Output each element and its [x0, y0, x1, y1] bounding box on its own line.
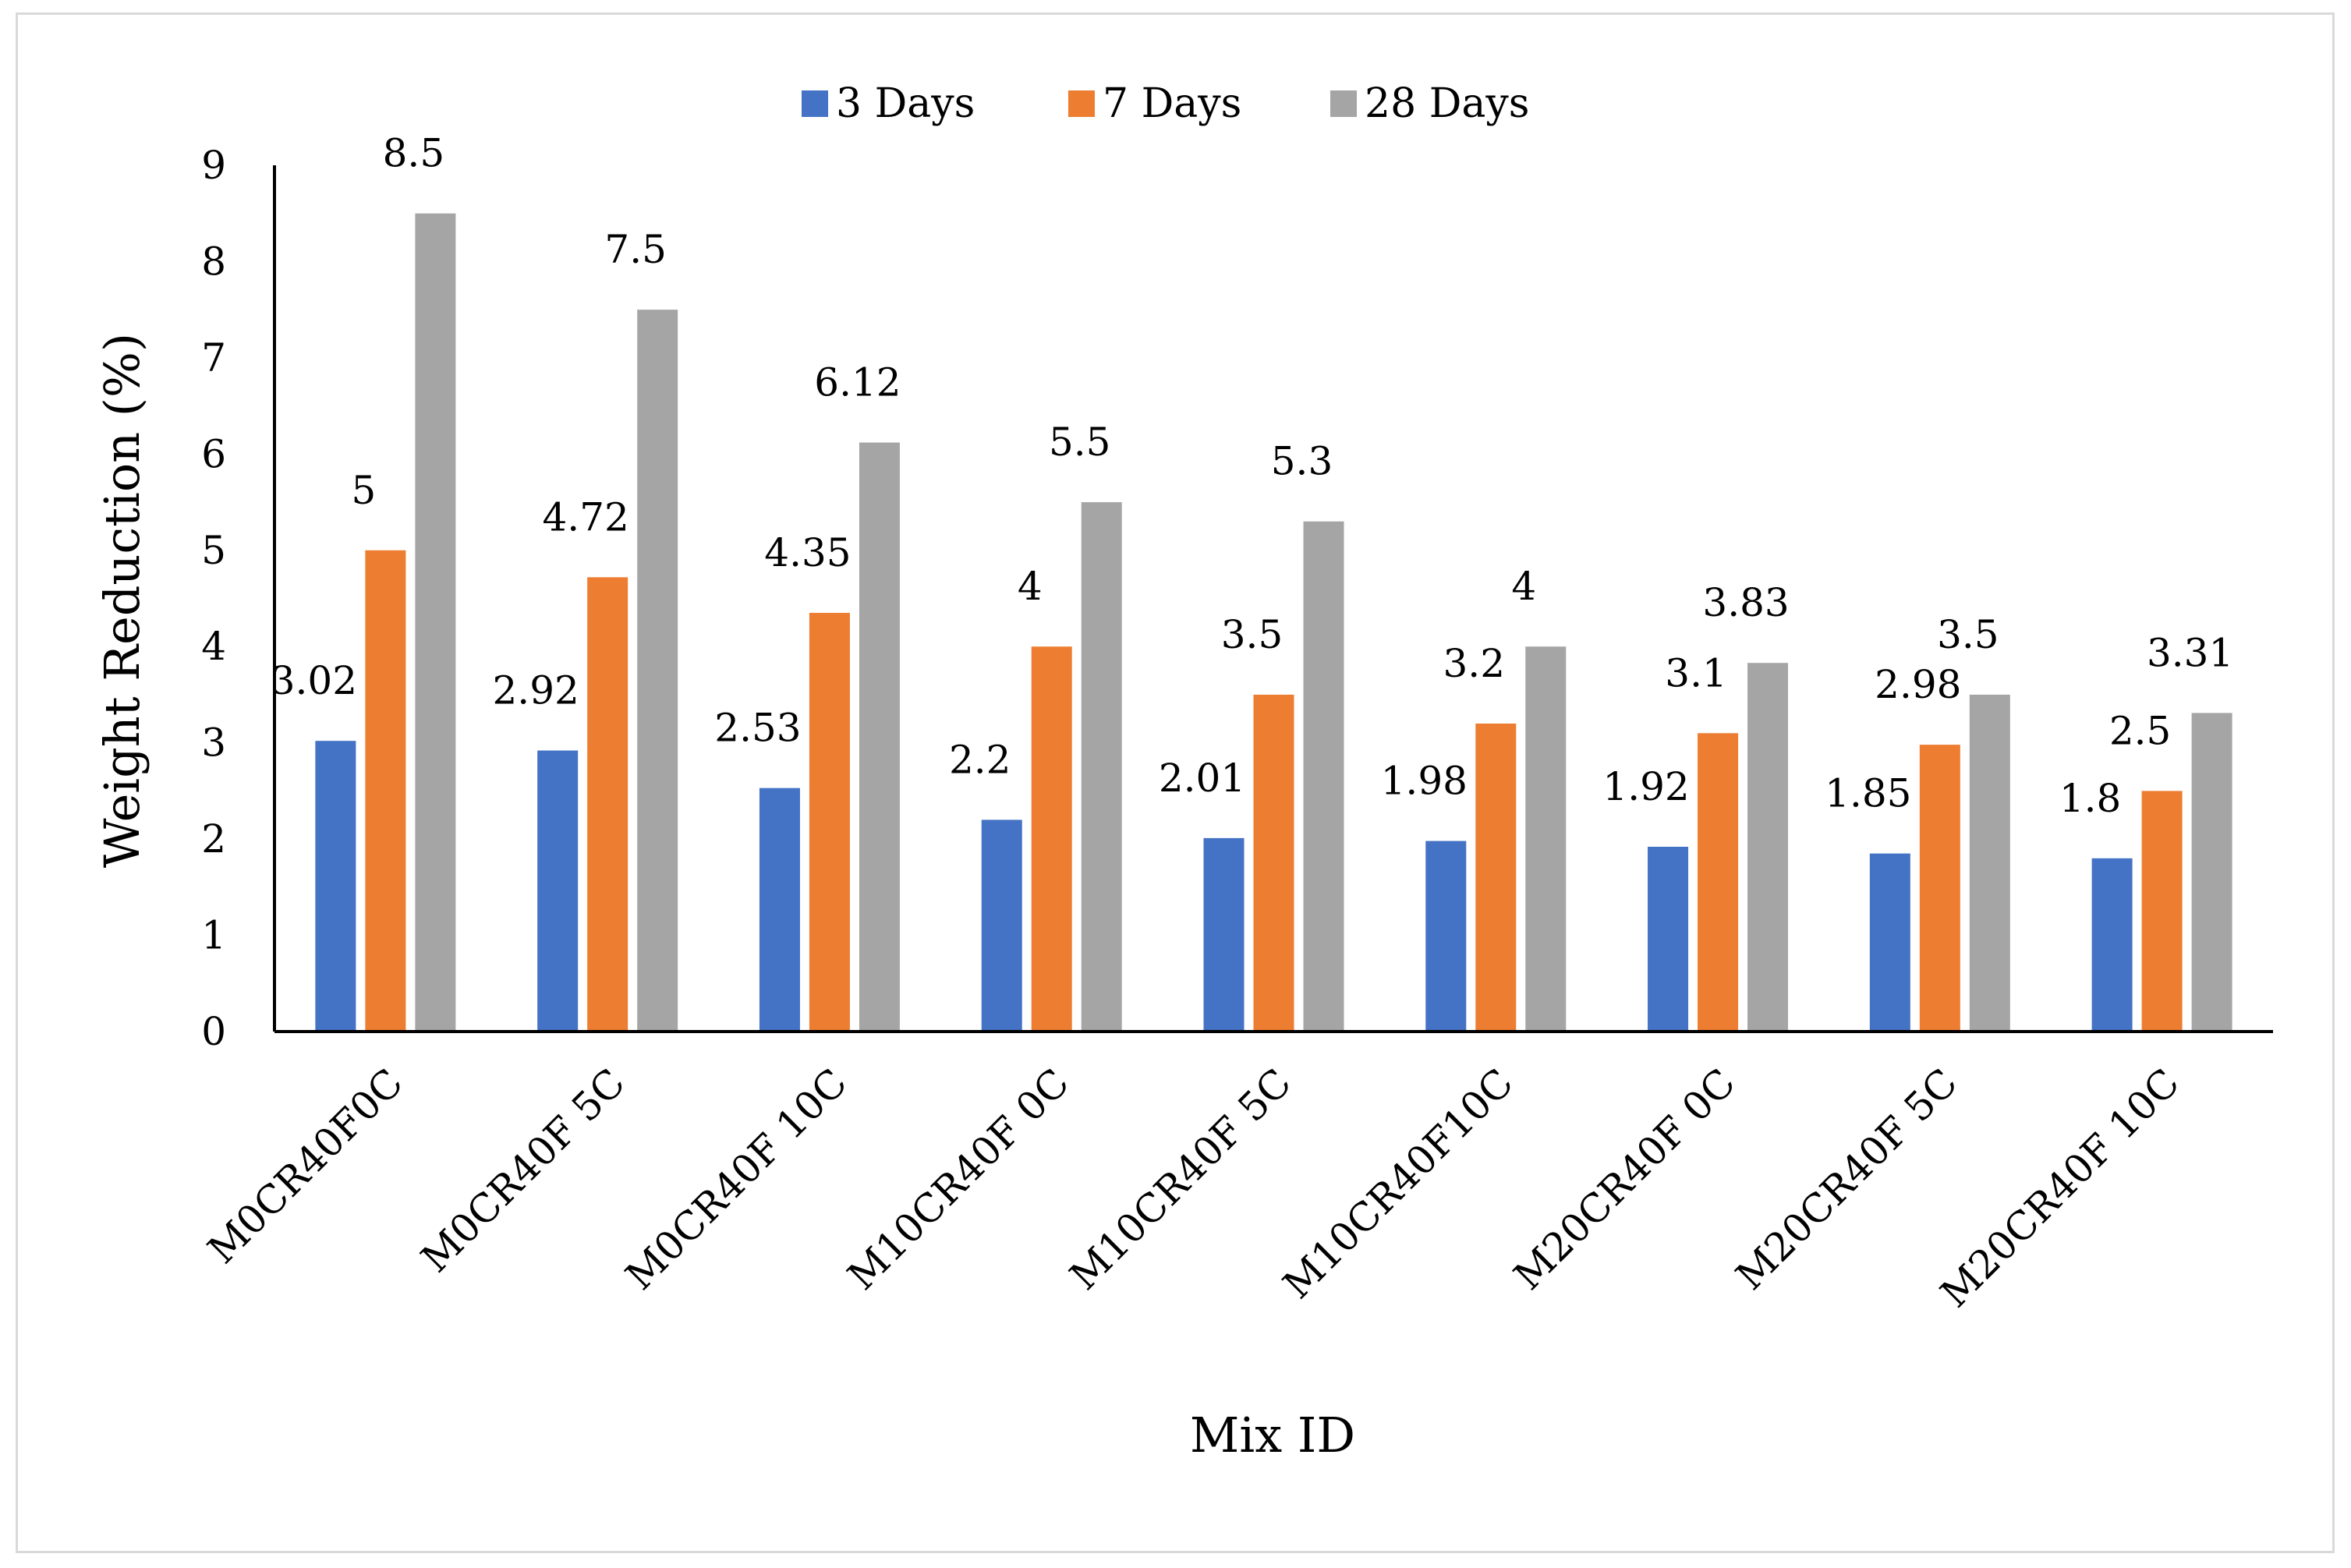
- bar-3-days: [759, 788, 800, 1032]
- bar-28-days: [1969, 694, 2010, 1032]
- y-tick-label: 2: [201, 816, 226, 862]
- y-tick-label: 4: [201, 624, 226, 669]
- data-label: 1.98: [1381, 759, 1468, 804]
- data-labels: 3.02 5 8.5 2.92 4.72 7.5 2.53 4.35 6.12 2.2 4 5.5 2.…: [271, 131, 2234, 821]
- y-tick-label: 5: [201, 528, 226, 573]
- data-label: 7.5: [604, 227, 667, 272]
- bar-7-days: [1475, 723, 1517, 1032]
- data-label: 3.2: [1443, 641, 1506, 686]
- data-label: 1.8: [2059, 776, 2122, 821]
- bar-3-days: [1203, 837, 1245, 1032]
- data-label: 3.1: [1665, 650, 1727, 696]
- x-axis-title: Mix ID: [1190, 1407, 1355, 1464]
- data-label: 4.35: [764, 530, 851, 575]
- x-category-label: M10CR40F10C: [1274, 1060, 1521, 1307]
- data-label: 4: [1018, 564, 1043, 609]
- bar-28-days: [1525, 646, 1567, 1032]
- bar-28-days: [637, 310, 678, 1032]
- bar-7-days: [1698, 733, 1739, 1032]
- data-label: 2.2: [949, 737, 1011, 782]
- data-label: 8.5: [383, 131, 445, 176]
- data-label: 3.02: [271, 658, 357, 703]
- y-axis-title: Weight Reduction (%): [94, 333, 150, 868]
- x-category-label: M10CR40F 5C: [1061, 1060, 1300, 1298]
- bar-series: [315, 213, 2232, 1032]
- bar-28-days: [1303, 521, 1344, 1032]
- bar-28-days: [415, 213, 456, 1032]
- y-tick-label: 7: [201, 335, 226, 380]
- legend-swatch: [1068, 90, 1095, 117]
- data-label: 4.72: [543, 494, 629, 540]
- y-tick-label: 3: [201, 720, 226, 766]
- data-label: 5.5: [1049, 419, 1111, 465]
- data-label: 4: [1511, 564, 1536, 609]
- legend-label: 3 Days: [836, 80, 975, 127]
- legend-label: 28 Days: [1365, 80, 1529, 127]
- data-label: 3.5: [1221, 612, 1283, 657]
- y-tick-label: 9: [201, 143, 226, 188]
- y-axis-ticks: 0 1 2 3 4 5 6 7 8 9: [201, 143, 226, 1054]
- x-category-label: M0CR40F0C: [199, 1060, 411, 1272]
- chart-legend: 3 Days 7 Days 28 Days: [802, 80, 1529, 127]
- data-label: 2.01: [1159, 756, 1245, 801]
- x-category-label: M0CR40F 10C: [617, 1060, 855, 1298]
- data-label: 2.5: [2109, 708, 2172, 753]
- bar-3-days: [1425, 841, 1467, 1032]
- data-label: 5.3: [1271, 439, 1333, 484]
- bar-3-days: [537, 750, 579, 1032]
- data-label: 6.12: [814, 360, 901, 405]
- y-tick-label: 8: [201, 239, 226, 284]
- data-label: 3.31: [2147, 630, 2233, 675]
- data-label: 3.83: [1702, 580, 1789, 625]
- legend-swatch: [802, 90, 828, 117]
- x-category-label: M10CR40F 0C: [839, 1060, 1078, 1298]
- bar-3-days: [2091, 858, 2133, 1032]
- bar-3-days: [1869, 853, 1910, 1032]
- bar-3-days: [1648, 846, 1689, 1032]
- bar-7-days: [587, 577, 628, 1032]
- bar-7-days: [365, 550, 406, 1032]
- bar-7-days: [1031, 646, 1072, 1032]
- bar-28-days: [1081, 502, 1122, 1032]
- bar-28-days: [2191, 713, 2232, 1032]
- y-tick-label: 1: [201, 913, 226, 958]
- bar-7-days: [1919, 745, 1960, 1032]
- bar-7-days: [2141, 791, 2183, 1032]
- y-tick-label: 0: [201, 1009, 226, 1054]
- data-label: 2.92: [493, 668, 579, 713]
- x-category-label: M20CR40F 5C: [1727, 1060, 1966, 1298]
- bar-28-days: [1747, 663, 1789, 1032]
- x-category-label: M0CR40F 5C: [412, 1060, 634, 1281]
- bar-3-days: [315, 741, 356, 1032]
- legend-label: 7 Days: [1103, 80, 1241, 127]
- bar-28-days: [859, 442, 900, 1032]
- bar-7-days: [1253, 694, 1294, 1032]
- x-category-label: M20CR40F 10C: [1931, 1060, 2188, 1316]
- data-label: 2.53: [714, 706, 801, 751]
- data-label: 2.98: [1875, 662, 1961, 707]
- legend-swatch: [1330, 90, 1357, 117]
- x-category-label: M20CR40F 0C: [1505, 1060, 1744, 1298]
- data-label: 1.85: [1825, 771, 1911, 816]
- bar-3-days: [981, 819, 1022, 1032]
- bar-7-days: [809, 613, 850, 1032]
- data-label: 1.92: [1602, 764, 1689, 809]
- data-label: 3.5: [1937, 612, 1999, 657]
- y-tick-label: 6: [201, 431, 226, 476]
- data-label: 5: [351, 468, 376, 513]
